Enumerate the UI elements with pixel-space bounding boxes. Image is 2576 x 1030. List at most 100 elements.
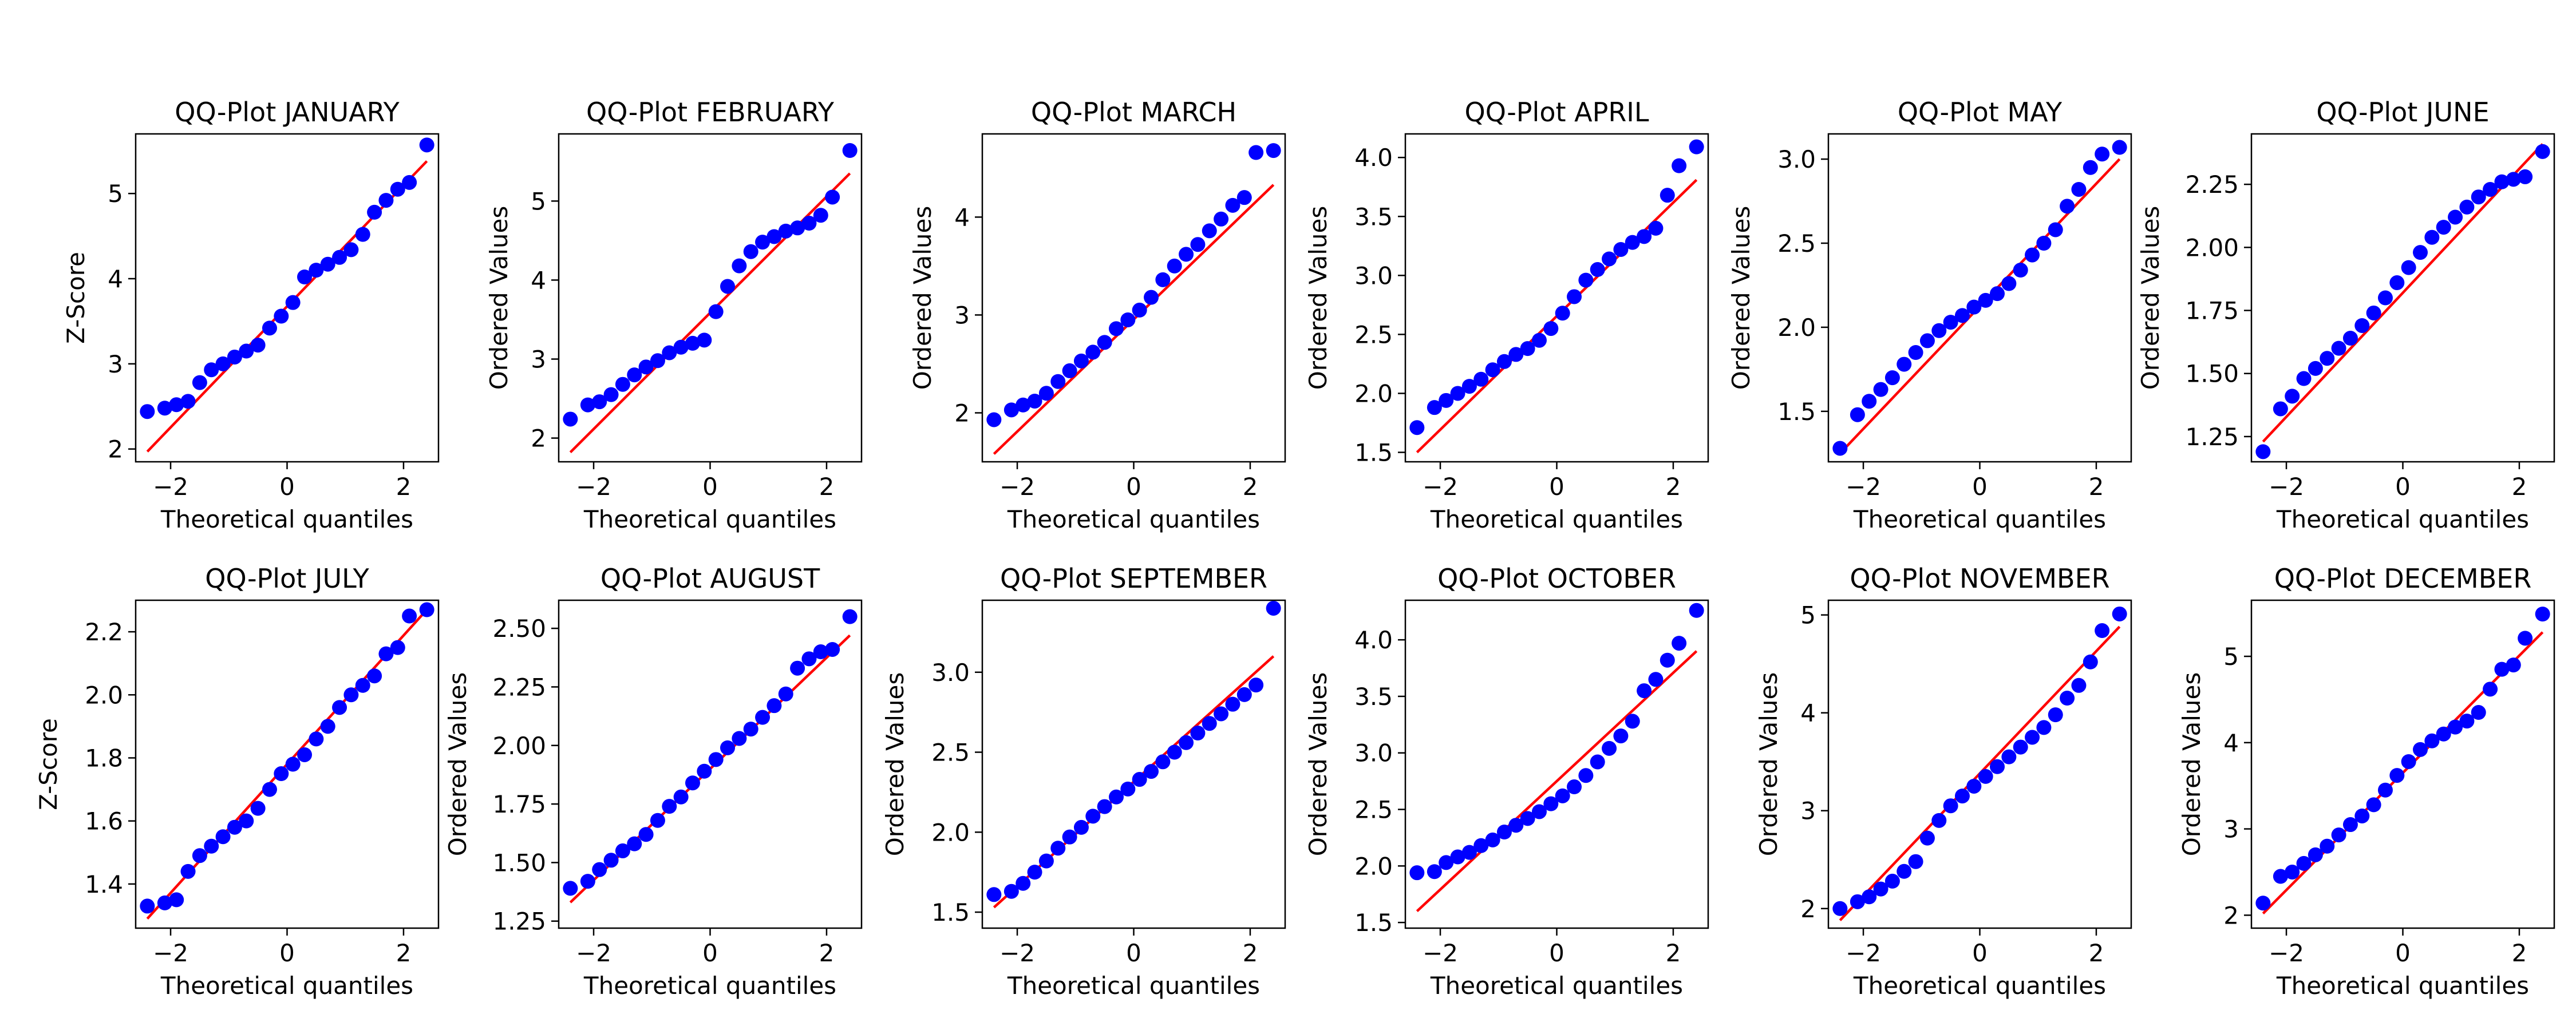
data-point — [215, 829, 231, 845]
data-point — [720, 740, 736, 755]
y-tick-label: 4 — [2223, 729, 2239, 757]
x-axis-label: Theoretical quantiles — [583, 505, 836, 533]
data-point — [825, 189, 840, 205]
data-point — [563, 411, 578, 427]
data-point — [1520, 341, 1535, 356]
data-point — [1461, 379, 1477, 394]
data-point — [2494, 174, 2510, 189]
qq-panel-6: QQ-Plot JUNE −2 0 2 1.25 1.50 1.75 2.00 2.25 Theo… — [2136, 97, 2555, 533]
x-tick-label: 0 — [1126, 939, 1141, 967]
data-point — [1873, 881, 1888, 897]
data-point — [419, 602, 434, 617]
data-point — [274, 766, 289, 782]
data-point — [419, 137, 434, 153]
data-point — [2459, 714, 2475, 729]
y-axis-label: Ordered Values — [485, 206, 513, 390]
x-tick-label: 2 — [819, 473, 835, 501]
data-point — [708, 752, 724, 767]
data-point — [1850, 894, 1865, 909]
data-point — [250, 338, 266, 353]
data-point — [1409, 865, 1425, 881]
y-tick-label: 2 — [108, 435, 123, 464]
data-point — [1689, 603, 1704, 618]
data-point — [1625, 235, 1640, 250]
data-point — [1555, 306, 1570, 321]
data-point — [1266, 600, 1281, 616]
data-point — [662, 345, 677, 360]
x-tick-label: 2 — [1243, 473, 1258, 501]
x-tick-label: 2 — [2512, 939, 2527, 967]
data-point — [1543, 321, 1559, 336]
y-tick-label: 1.5 — [1354, 439, 1393, 467]
data-point — [1132, 302, 1147, 318]
data-point — [2459, 199, 2475, 215]
data-point — [790, 220, 805, 236]
data-point — [697, 332, 712, 348]
data-point — [1439, 855, 1454, 870]
data-point — [402, 608, 417, 624]
y-tick-label: 5 — [1800, 601, 1816, 629]
data-point — [2001, 749, 2017, 764]
data-point — [2071, 181, 2087, 197]
x-tick-label: 0 — [1972, 939, 1988, 967]
data-point — [2071, 678, 2087, 693]
data-point — [1832, 901, 1848, 916]
data-point — [320, 256, 335, 272]
y-tick-label: 3 — [1800, 797, 1816, 825]
y-tick-label: 1.50 — [492, 849, 546, 877]
data-point — [140, 898, 155, 914]
x-tick-label: 2 — [2089, 939, 2104, 967]
x-axis-label: Theoretical quantiles — [1853, 972, 2106, 1000]
data-point — [2494, 661, 2510, 677]
subplot-grid: QQ-Plot JANUARY −2 0 2 2 3 4 5 Theoretical quant… — [34, 97, 2555, 1000]
x-tick-label: 2 — [396, 473, 412, 501]
data-point — [1531, 332, 1547, 348]
data-point — [755, 235, 771, 250]
data-point — [239, 343, 254, 359]
data-point — [1908, 345, 1923, 360]
data-point — [825, 641, 840, 657]
data-point — [1167, 744, 1182, 760]
y-tick-label: 3.5 — [1354, 683, 1393, 711]
panel-title: QQ-Plot DECEMBER — [2274, 563, 2532, 594]
panel-title: QQ-Plot MAY — [1898, 97, 2063, 128]
data-point — [1978, 768, 1993, 784]
y-axis-label: Ordered Values — [1755, 672, 1783, 857]
y-tick-label: 3.0 — [1354, 262, 1393, 290]
y-axis-label: Ordered Values — [2178, 672, 2206, 857]
data-point — [2036, 720, 2052, 735]
x-tick-label: −2 — [576, 939, 611, 967]
data-point — [2448, 719, 2463, 735]
data-point — [1050, 374, 1066, 389]
data-point — [297, 747, 313, 762]
data-point — [2255, 444, 2271, 459]
data-point — [1590, 262, 1605, 278]
x-tick-label: 0 — [1126, 473, 1141, 501]
data-point — [662, 799, 677, 814]
data-point — [1990, 759, 2005, 774]
data-point — [169, 397, 184, 413]
data-point — [2535, 607, 2550, 622]
data-point — [1097, 335, 1112, 350]
data-point — [1038, 386, 1054, 401]
data-point — [1496, 354, 1512, 369]
x-axis-label: Theoretical quantiles — [160, 505, 413, 533]
panel-title: QQ-Plot JUNE — [2316, 97, 2489, 128]
data-point — [2273, 869, 2288, 884]
data-point — [1954, 308, 1970, 323]
data-point — [778, 223, 793, 239]
data-point — [603, 387, 619, 402]
data-point — [743, 722, 758, 737]
data-point — [2535, 144, 2550, 159]
y-tick-label: 3.0 — [1354, 739, 1393, 767]
data-point — [1660, 188, 1675, 203]
y-tick-label: 4 — [1800, 699, 1816, 727]
data-point — [2471, 189, 2486, 205]
data-point — [580, 397, 595, 413]
qq-panel-1: QQ-Plot JANUARY −2 0 2 2 3 4 5 Theoretical quant… — [62, 97, 440, 533]
data-point — [215, 356, 231, 371]
data-point — [309, 263, 324, 278]
data-point — [1897, 863, 1912, 879]
data-point — [2285, 864, 2300, 880]
